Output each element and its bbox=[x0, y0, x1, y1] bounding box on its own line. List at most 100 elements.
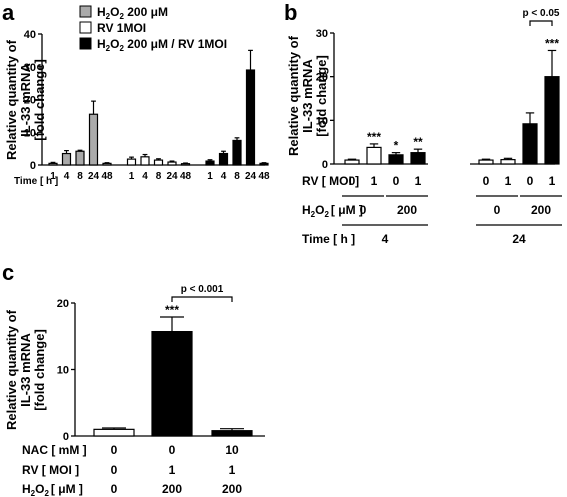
table-cell-rv-b: 0 bbox=[527, 174, 534, 188]
x-tick-label-a: 4 bbox=[142, 171, 148, 182]
x-tick-label-a: 8 bbox=[234, 171, 240, 182]
bar-a-series0 bbox=[48, 162, 58, 166]
table-cell-h2o2-b: 200 bbox=[397, 203, 417, 217]
x-tick-label-a: 8 bbox=[156, 171, 162, 182]
significance-mark-b: *** bbox=[545, 36, 559, 50]
table-cell-c: 0 bbox=[169, 443, 176, 457]
x-tick-label-a: 1 bbox=[50, 171, 56, 182]
y-axis-label-b: Relative quantity of IL-33 mRNA [fold ch… bbox=[286, 35, 329, 156]
table-cell-c: 1 bbox=[229, 463, 236, 477]
panel-a-y-tick-label: 40 bbox=[24, 29, 36, 41]
bar-a-series1 bbox=[153, 159, 164, 166]
x-tick-label-a: 48 bbox=[180, 171, 192, 182]
panel-b: b Relative quantity of IL-33 mRNA [fold … bbox=[284, 0, 562, 246]
table-row-label-h2o2: H2O2[ μM ] bbox=[302, 203, 363, 219]
condition-table-b: RV [ MOI ] H2O2[ μM ] Time [ h ] 0 1 0 1 0 1 0… bbox=[302, 174, 562, 246]
x-tick-label-a: 4 bbox=[221, 171, 227, 182]
significance-bracket-c bbox=[171, 296, 233, 302]
panel-b-y-tick-label: 0 bbox=[322, 159, 328, 171]
significance-mark-b: *** bbox=[367, 130, 381, 144]
significance-mark-c: *** bbox=[165, 303, 179, 317]
bar-a-series2 bbox=[218, 152, 229, 166]
panel-b-y-tick-label: 30 bbox=[316, 28, 328, 40]
y-axis-label-line: Relative quantity of bbox=[4, 39, 19, 160]
panel-a-y-tick-label: 0 bbox=[30, 160, 36, 172]
panel-c: c Relative quantity of IL-33 mRNA [fold … bbox=[2, 260, 265, 497]
table-row-label-time: Time [ h ] bbox=[302, 232, 355, 246]
y-axis-label-line: IL-33 mRNA bbox=[18, 63, 33, 137]
table-row-label-rv: RV [ MOI ] bbox=[302, 174, 359, 188]
table-cell-rv-b: 1 bbox=[371, 174, 378, 188]
bar-c bbox=[93, 428, 135, 437]
bar-b bbox=[388, 154, 404, 165]
bar-a-series2 bbox=[259, 162, 269, 166]
bar-a-series2 bbox=[245, 69, 256, 166]
panel-label-a: a bbox=[2, 0, 15, 25]
table-cell-time-b: 4 bbox=[382, 232, 389, 246]
table-cell-rv-b: 1 bbox=[415, 174, 422, 188]
condition-table-c: NAC [ mM ] RV [ MOI ] H2O2[ μM ] 0 0 100 1 1… bbox=[22, 443, 242, 497]
bar-a-series0 bbox=[88, 113, 99, 166]
table-cell-h2o2-b: 0 bbox=[360, 203, 367, 217]
x-tick-label-a: 24 bbox=[88, 171, 100, 182]
panel-a: a Relative quantity of IL-33 mRNA [fold … bbox=[2, 0, 270, 187]
bar-a-series2 bbox=[205, 160, 215, 166]
table-values-b: 0 1 0 1 0 1 0 1 0 200 0 200 4 24 bbox=[342, 174, 562, 246]
y-axis-label-c: Relative quantity of IL-33 mRNA [fold ch… bbox=[4, 309, 47, 430]
y-axis-label-line: Relative quantity of bbox=[4, 309, 19, 430]
table-cell-rv-b: 0 bbox=[483, 174, 490, 188]
table-row-label-nac: NAC [ mM ] bbox=[22, 443, 87, 457]
table-cell-c: 0 bbox=[111, 482, 118, 496]
table-cell-time-b: 24 bbox=[512, 232, 526, 246]
significance-mark-b: * bbox=[394, 139, 399, 153]
significance-bracket-c-label: p < 0.001 bbox=[181, 284, 224, 295]
bar-b bbox=[410, 152, 426, 165]
table-cell-rv-b: 1 bbox=[549, 174, 556, 188]
panel-c-y-tick-label: 0 bbox=[63, 431, 69, 443]
bar-a-series0 bbox=[102, 162, 112, 166]
panel-label-b: b bbox=[284, 0, 297, 25]
table-cell-rv-b: 0 bbox=[349, 174, 356, 188]
bar-b bbox=[478, 159, 494, 165]
legend-swatch-h2o2 bbox=[79, 5, 92, 18]
legend-label-h2o2: H2O2 200 μM bbox=[97, 5, 168, 21]
bar-a-series1 bbox=[180, 163, 191, 166]
bar-a-series0 bbox=[61, 152, 72, 166]
y-axis-label-line: [fold change] bbox=[32, 329, 47, 411]
significance-bracket-b bbox=[529, 20, 553, 26]
plot-area-c: 0 10 20 ***p < 0.001 bbox=[57, 284, 265, 443]
table-cell-c: 10 bbox=[225, 443, 239, 457]
panel-label-c: c bbox=[2, 260, 14, 285]
bar-a-series1 bbox=[126, 158, 137, 166]
bar-a-series0 bbox=[75, 150, 85, 166]
x-tick-label-a: 48 bbox=[258, 171, 270, 182]
significance-mark-b: ** bbox=[413, 135, 423, 149]
legend-swatch-combo bbox=[79, 37, 92, 50]
x-tick-label-a: 48 bbox=[101, 171, 113, 182]
table-cell-h2o2-b: 0 bbox=[494, 203, 501, 217]
table-row-label-h2o2: H2O2[ μM ] bbox=[22, 482, 83, 497]
panel-a-y-tick-label: 20 bbox=[24, 95, 36, 107]
x-tick-label-a: 8 bbox=[77, 171, 83, 182]
y-axis-label-line: [fold change] bbox=[314, 55, 329, 137]
table-cell-c: 200 bbox=[222, 482, 242, 496]
table-cell-c: 200 bbox=[162, 482, 182, 496]
table-cell-rv-b: 1 bbox=[505, 174, 512, 188]
panel-a-y-tick-label: 30 bbox=[24, 62, 36, 74]
y-axis-label-line: Relative quantity of bbox=[286, 35, 301, 156]
panel-c-y-tick-label: 10 bbox=[57, 365, 69, 377]
bar-a-series1 bbox=[140, 156, 150, 166]
legend-swatch-rv bbox=[79, 21, 92, 34]
bar-b bbox=[344, 159, 360, 165]
panel-a-y-tick-label: 10 bbox=[24, 127, 36, 139]
legend-a: H2O2 200 μM RV 1MOI H2O2 200 μM / RV 1MO… bbox=[79, 5, 227, 53]
bar-a-series2 bbox=[232, 139, 242, 166]
legend-label-rv: RV 1MOI bbox=[97, 21, 146, 35]
x-tick-label-a: 1 bbox=[207, 171, 213, 182]
y-axis-label-line: IL-33 mRNA bbox=[18, 333, 33, 407]
x-tick-label-a: 1 bbox=[129, 171, 135, 182]
y-axis-label-line: IL-33 mRNA bbox=[300, 59, 315, 133]
